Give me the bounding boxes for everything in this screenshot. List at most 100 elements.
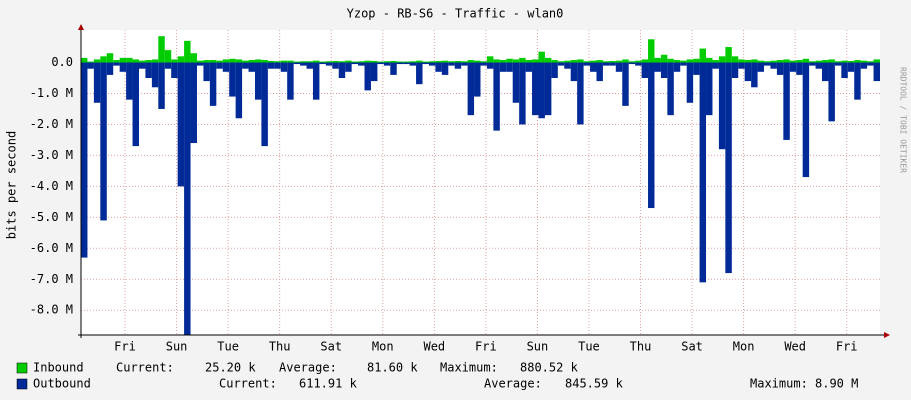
bar [860, 60, 868, 63]
bar [577, 62, 584, 125]
bar [229, 62, 236, 97]
bar [609, 60, 616, 63]
bar [731, 62, 739, 78]
legend-swatch [16, 378, 28, 390]
bar [822, 60, 829, 63]
bar [525, 60, 533, 63]
bar [119, 62, 127, 72]
bar [725, 62, 732, 274]
bar [151, 62, 159, 88]
bar [686, 59, 694, 63]
bar [873, 62, 880, 82]
stat-value: 880.52 k [520, 361, 579, 375]
bar [126, 62, 133, 100]
bar [532, 62, 539, 116]
legend: Inbound Current: 25.20 k Average: 81.60 k Max… [16, 361, 858, 391]
bar [544, 62, 552, 116]
bar [416, 60, 423, 63]
bar [828, 59, 835, 63]
bar [396, 62, 404, 65]
bar [493, 59, 500, 63]
bar [184, 62, 191, 335]
bar [435, 60, 442, 63]
bar [267, 60, 275, 63]
bar [667, 62, 674, 116]
bar [93, 62, 101, 103]
bar [834, 61, 842, 63]
bar [325, 61, 333, 63]
bar [712, 60, 719, 63]
bar [138, 60, 146, 63]
bar [261, 60, 268, 63]
bar [184, 40, 191, 63]
bar [841, 62, 848, 78]
bar [783, 62, 790, 140]
y-tick-label: -5.0 M [30, 210, 73, 224]
bar [841, 60, 848, 63]
bar [551, 60, 558, 63]
bar [751, 59, 758, 63]
bar [177, 56, 185, 63]
x-tick-label: Fri [836, 340, 858, 354]
bar [145, 62, 152, 78]
bar [113, 62, 120, 66]
bar [699, 48, 707, 63]
bar [693, 58, 700, 63]
bar [235, 59, 243, 63]
bar [680, 62, 687, 66]
bar [532, 59, 539, 63]
x-tick-label: Wed [784, 340, 806, 354]
bar [828, 62, 835, 122]
bar [783, 59, 790, 63]
bar [635, 60, 642, 63]
bar [87, 61, 94, 63]
x-tick-label: Sat [681, 340, 703, 354]
bar [467, 60, 475, 63]
bar [390, 60, 397, 63]
bar [499, 60, 507, 63]
x-arrow [884, 332, 890, 338]
x-tick-label: Fri [114, 340, 136, 354]
bar [409, 62, 417, 66]
bar [854, 62, 861, 100]
bar [106, 62, 114, 75]
bar [725, 47, 732, 63]
bar [789, 60, 797, 63]
bar [383, 61, 391, 63]
bar [300, 62, 307, 66]
x-tick-label: Tue [578, 340, 600, 354]
bar [306, 62, 313, 69]
x-tick-label: Tue [217, 340, 239, 354]
bar [428, 61, 436, 63]
bar [615, 62, 623, 72]
bar [802, 58, 810, 63]
bar [602, 62, 610, 66]
bar [499, 62, 507, 72]
bar [809, 61, 816, 63]
bar [274, 61, 281, 63]
bar [867, 61, 874, 63]
bar [300, 61, 307, 63]
bar [164, 50, 172, 63]
stat-value: 25.20 k [205, 361, 256, 375]
bar [448, 62, 455, 66]
bar [564, 60, 571, 63]
bar [358, 62, 365, 66]
bar [673, 60, 681, 63]
bar [822, 62, 829, 82]
bar [248, 60, 255, 63]
bar [119, 57, 127, 63]
bar [151, 59, 159, 63]
bar [796, 62, 803, 75]
bar [242, 60, 249, 63]
bar [680, 60, 687, 63]
bar [332, 60, 339, 63]
bar [364, 62, 371, 91]
bar [577, 59, 584, 63]
bar [81, 62, 88, 258]
bar [435, 62, 442, 72]
bar [377, 62, 384, 65]
bar [441, 62, 449, 75]
bar [744, 62, 752, 82]
bar [403, 61, 410, 63]
